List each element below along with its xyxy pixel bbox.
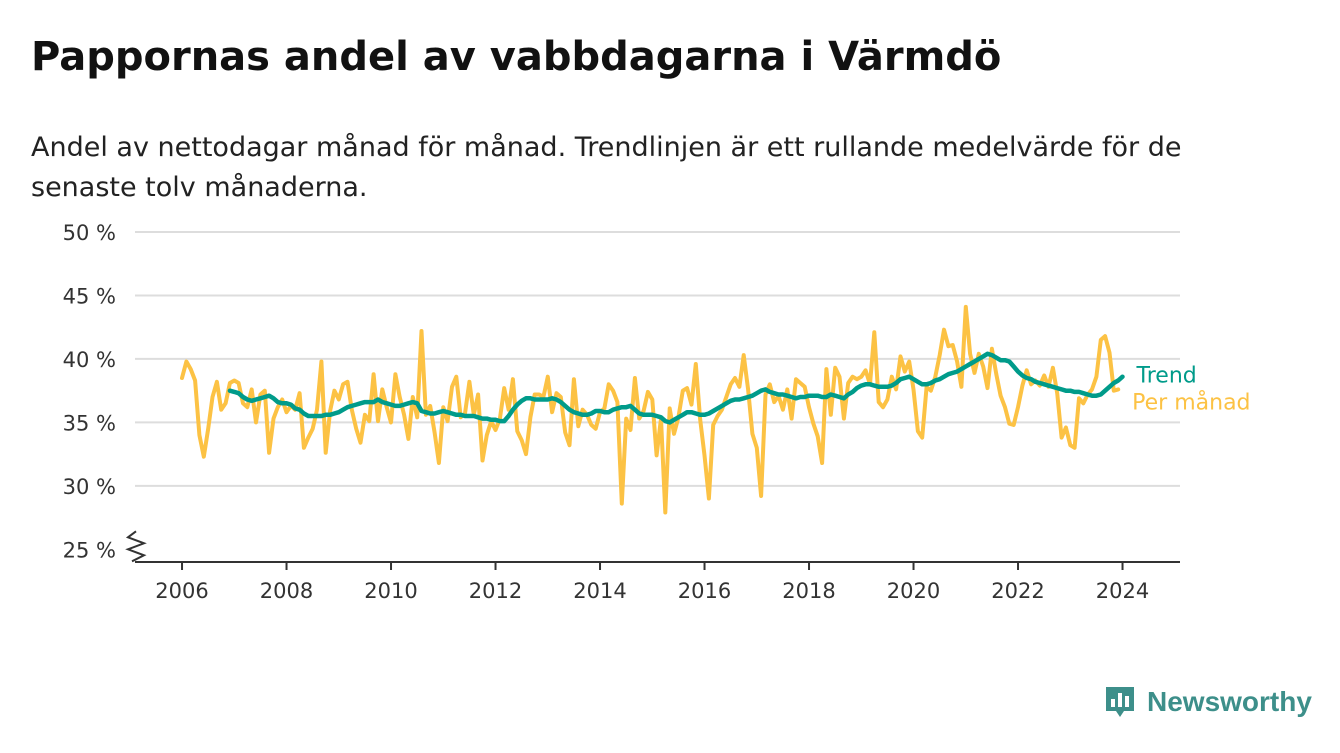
x-tick-label: 2022 bbox=[991, 579, 1044, 603]
series-label-trend: Trend bbox=[1136, 364, 1197, 389]
x-tick-label: 2024 bbox=[1096, 579, 1149, 603]
y-tick-label: 30 % bbox=[63, 475, 116, 499]
x-tick-label: 2018 bbox=[782, 579, 835, 603]
x-tick-label: 2008 bbox=[260, 579, 313, 603]
newsworthy-logo-icon bbox=[1106, 687, 1134, 717]
brand-name: Newsworthy bbox=[1147, 686, 1312, 717]
chart-subtitle: Andel av nettodagar månad för månad. Tre… bbox=[31, 132, 1182, 203]
brand-logo: Newsworthy bbox=[1103, 684, 1312, 720]
x-tick-label: 2010 bbox=[364, 579, 417, 603]
x-tick-label: 2016 bbox=[678, 579, 731, 603]
x-tick-label: 2014 bbox=[573, 579, 626, 603]
x-tick-label: 2006 bbox=[155, 579, 208, 603]
axis-break-icon bbox=[125, 530, 147, 563]
y-tick-label: 25 % bbox=[63, 538, 116, 562]
series-line-trend bbox=[227, 351, 1125, 425]
y-tick-label: 35 % bbox=[63, 411, 116, 435]
series-lines bbox=[180, 304, 1125, 515]
chart-title: Pappornas andel av vabbdagarna i Värmdö bbox=[31, 34, 1002, 80]
y-axis-ticks: 25 % 30 % 35 % 40 % 45 % 50 % bbox=[63, 221, 147, 563]
y-tick-label: 45 % bbox=[63, 284, 116, 308]
x-tick-label: 2012 bbox=[469, 579, 522, 603]
x-tick-label: 2020 bbox=[887, 579, 940, 603]
y-tick-label: 40 % bbox=[63, 348, 116, 372]
series-line-monthly bbox=[180, 304, 1121, 515]
series-label-monthly: Per månad bbox=[1132, 389, 1250, 415]
x-axis: 2006 2008 2010 2012 2014 2016 2018 2020 2022 2024 bbox=[135, 561, 1180, 603]
y-tick-label: 50 % bbox=[63, 221, 116, 245]
